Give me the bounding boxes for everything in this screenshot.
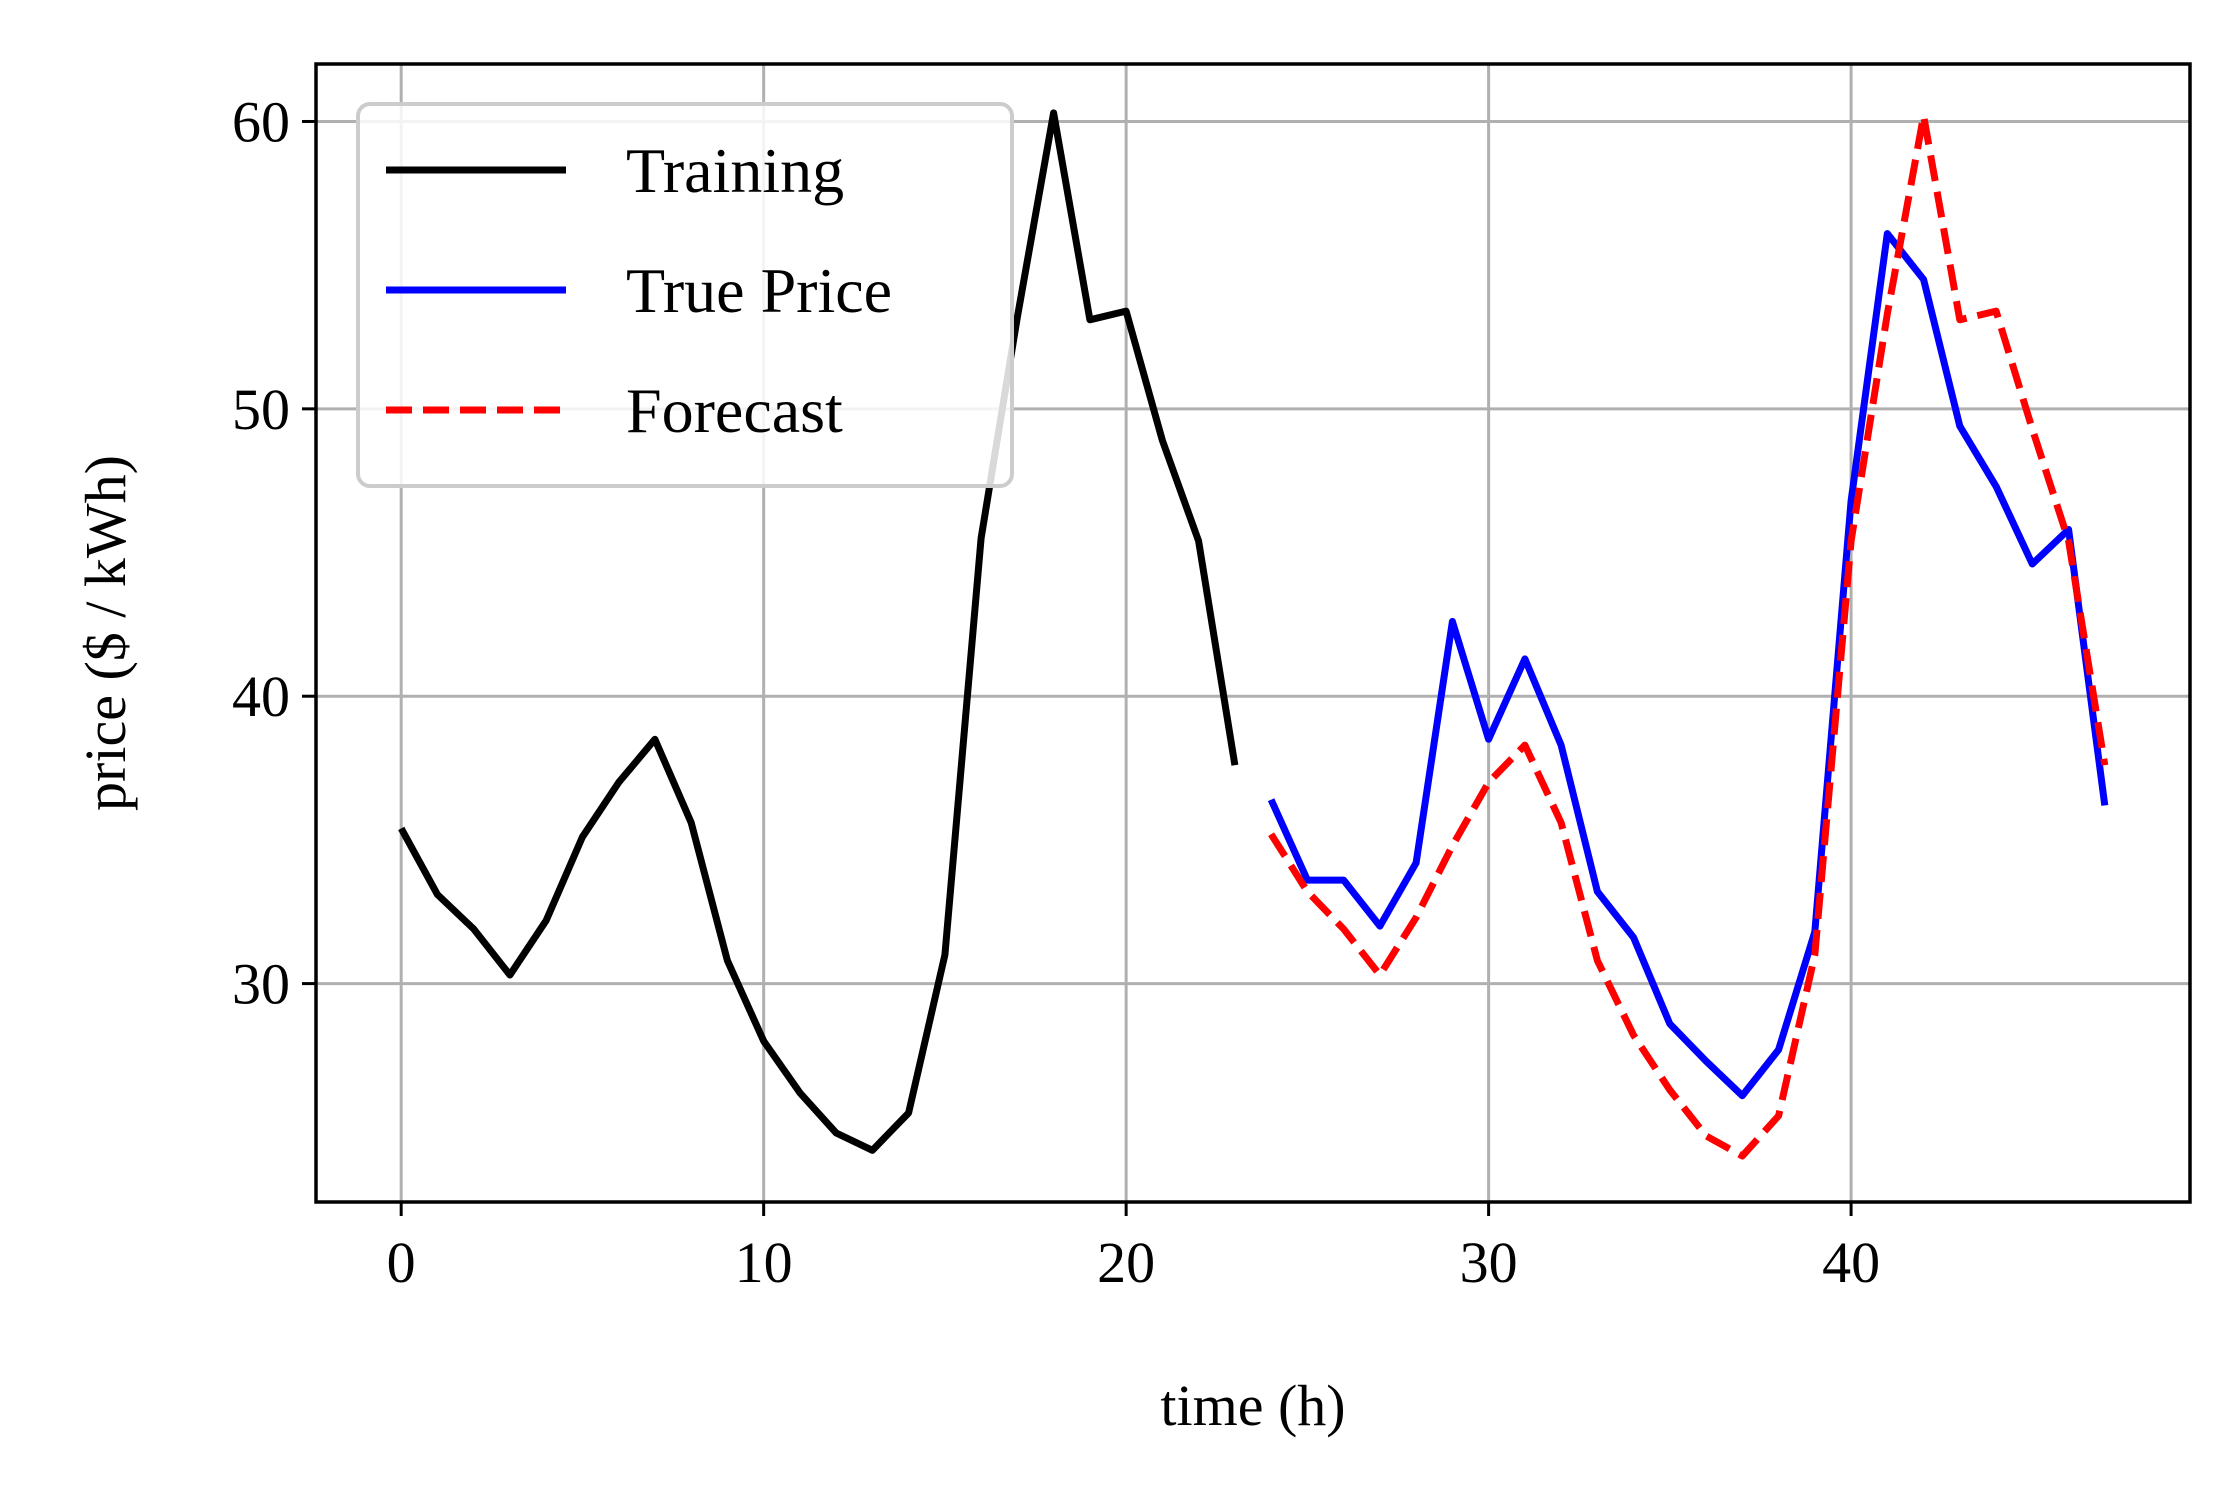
series-line-training — [398, 109, 1239, 1154]
legend-label-forecast: Forecast — [626, 375, 843, 446]
series-line-forecast — [1268, 112, 2109, 1160]
x-tick-label-10: 10 — [735, 1230, 793, 1295]
x-tick-label-40: 40 — [1822, 1230, 1880, 1295]
legend-label-training: Training — [626, 135, 844, 206]
y-axis-label: price ($ / kWh) — [73, 455, 138, 811]
y-tick-label-60: 60 — [232, 89, 290, 154]
plot-frame — [314, 62, 2192, 1204]
legend: Training True Price Forecast — [356, 102, 1014, 488]
y-tick-label-50: 50 — [232, 377, 290, 442]
x-tick-label-0: 0 — [387, 1230, 416, 1295]
legend-label-true-price: True Price — [626, 255, 892, 326]
series-lines — [398, 109, 2109, 1160]
series-line-true-price — [1267, 230, 2109, 1100]
y-tick-label-40: 40 — [232, 664, 290, 729]
x-axis-label: time (h) — [1160, 1373, 1345, 1438]
legend-box — [356, 102, 1014, 488]
x-tick-label-20: 20 — [1097, 1230, 1155, 1295]
y-tick-label-30: 30 — [232, 952, 290, 1017]
x-tick-label-30: 30 — [1460, 1230, 1518, 1295]
axis-ticks: 0 10 20 30 40 30 40 50 60 — [232, 89, 1880, 1295]
